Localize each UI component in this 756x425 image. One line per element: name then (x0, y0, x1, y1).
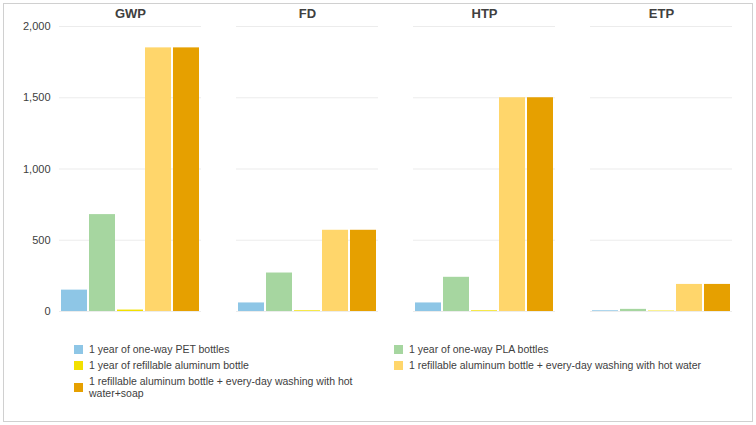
html-text:1 refillable aluminum bottle +: 1 refillable aluminum bottle + every-day… (89, 375, 353, 399)
svg-text:1,500: 1,500 (23, 91, 51, 103)
svg-text:GWP: GWP (115, 6, 146, 21)
svg-text:0: 0 (44, 305, 50, 317)
svg-text:1,000: 1,000 (23, 163, 51, 175)
svg-text:500: 500 (32, 234, 50, 246)
html-text:1 year of one-way PLA bottles: 1 year of one-way PLA bottles (409, 343, 549, 355)
html-text:1 year of refillable aluminum: 1 year of refillable aluminum bottle (89, 359, 249, 371)
html-text:1 year of one-way PET bottles: 1 year of one-way PET bottles (89, 343, 230, 355)
svg-text:ETP: ETP (649, 6, 675, 21)
svg-text:FD: FD (299, 6, 316, 21)
html-text:1 refillable aluminum bottle +: 1 refillable aluminum bottle + every-day… (409, 359, 702, 371)
svg-text:HTP: HTP (472, 6, 498, 21)
svg-text:2,000: 2,000 (23, 20, 51, 32)
